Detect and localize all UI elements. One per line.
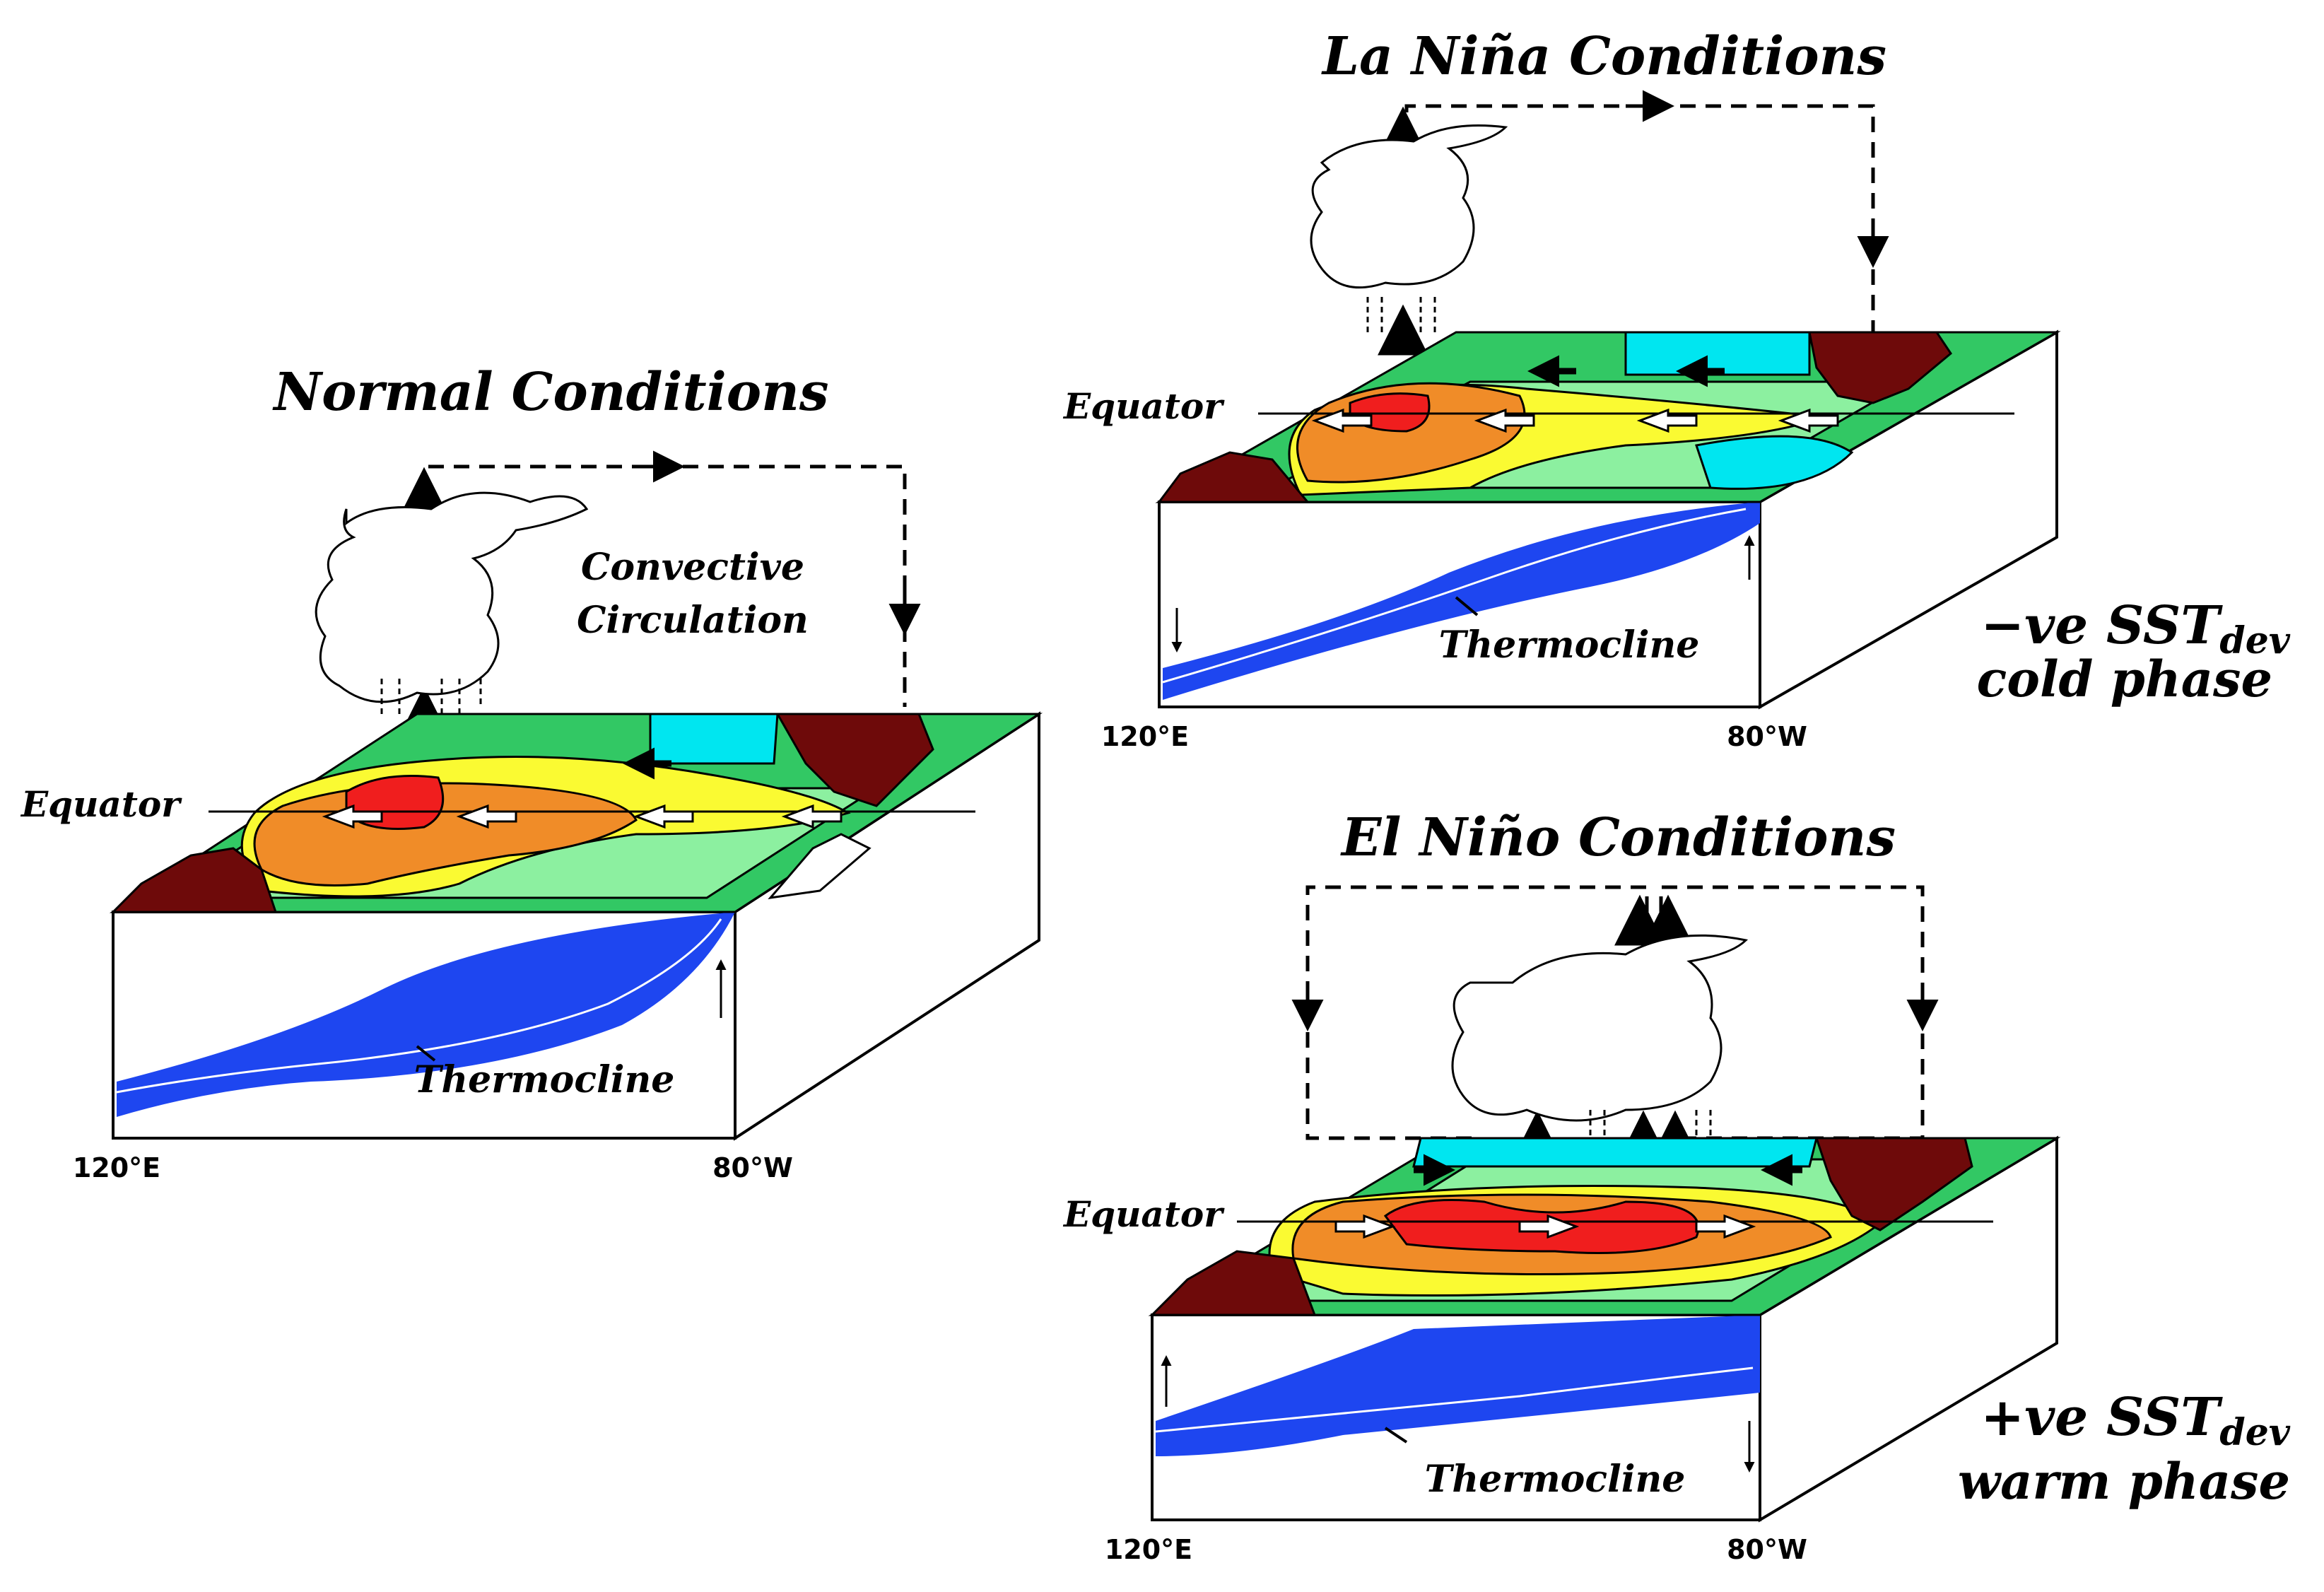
elnino-sst-label: +ve SSTdev bbox=[1980, 1387, 2291, 1454]
normal-thermocline-label: Thermocline bbox=[414, 1058, 675, 1101]
normal-thermocline-layer bbox=[117, 912, 735, 1117]
normal-east-label: 80°W bbox=[712, 1152, 793, 1183]
elnino-west-label: 120°E bbox=[1105, 1534, 1192, 1565]
normal-circulation-label-2: Circulation bbox=[577, 599, 809, 642]
lanina-thermocline-label: Thermocline bbox=[1439, 624, 1700, 667]
elnino-ocean-box bbox=[1151, 1135, 2058, 1523]
lanina-west-label: 120°E bbox=[1101, 721, 1189, 752]
elnino-panel: El Niño Conditions bbox=[1062, 807, 2291, 1565]
elnino-wind-arrows bbox=[1334, 1154, 1802, 1239]
lanina-title: La Niña Conditions bbox=[1321, 26, 1886, 87]
elnino-thermocline-layer bbox=[1156, 1315, 1760, 1456]
normal-title: Normal Conditions bbox=[272, 362, 828, 423]
lanina-phase-label: cold phase bbox=[1977, 650, 2272, 708]
lanina-panel: La Niña Conditions bbox=[1062, 26, 2291, 752]
normal-cloud-icon bbox=[315, 491, 589, 714]
lanina-east-label: 80°W bbox=[1727, 721, 1807, 752]
elnino-thermocline-label: Thermocline bbox=[1425, 1458, 1686, 1501]
lanina-sea-surface bbox=[1155, 331, 2061, 503]
normal-ocean-box bbox=[112, 711, 1040, 1141]
lanina-cloud-icon bbox=[1310, 124, 1508, 332]
normal-equator-label: Equator bbox=[20, 783, 182, 825]
elnino-title: El Niño Conditions bbox=[1340, 807, 1896, 868]
elnino-east-label: 80°W bbox=[1727, 1534, 1807, 1565]
elnino-cloud-icon bbox=[1451, 934, 1749, 1145]
lanina-equator-label: Equator bbox=[1062, 385, 1225, 427]
normal-west-label: 120°E bbox=[73, 1152, 160, 1183]
lanina-sst-label: −ve SSTdev bbox=[1980, 595, 2291, 662]
normal-panel: Normal Conditions Convective Circulation bbox=[20, 362, 1043, 1183]
elnino-equator-label: Equator bbox=[1062, 1193, 1225, 1235]
elnino-phase-label: warm phase bbox=[1958, 1452, 2290, 1511]
normal-wind-arrows bbox=[322, 747, 843, 829]
lanina-wind-arrows bbox=[1311, 355, 1839, 433]
normal-circulation-label-1: Convective bbox=[581, 546, 804, 589]
